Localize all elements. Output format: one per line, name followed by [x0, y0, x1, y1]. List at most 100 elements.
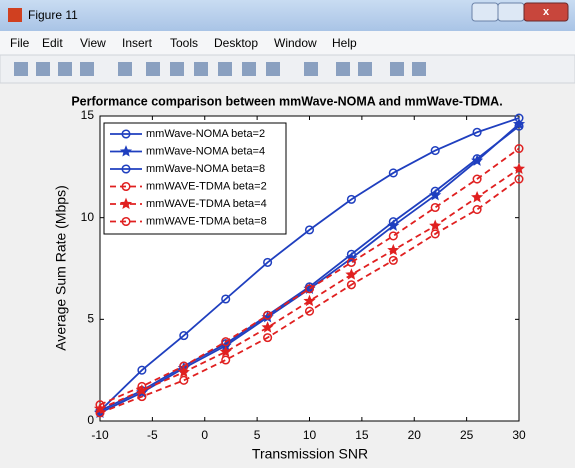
menu-item[interactable]: Insert [122, 36, 153, 50]
marker [137, 365, 147, 375]
marker [471, 190, 484, 203]
marker [472, 127, 482, 137]
toolbar-icons [14, 62, 426, 76]
legend [103, 122, 287, 235]
x-tick-label: 5 [254, 428, 261, 442]
tool-icon[interactable] [80, 62, 94, 76]
marker [263, 257, 273, 267]
marker [472, 174, 482, 184]
tool-icon[interactable] [304, 62, 318, 76]
marker [177, 365, 190, 378]
series-line [99, 117, 520, 412]
legend-label: mmWAVE-TDMA beta=8 [146, 215, 267, 227]
marker [304, 306, 315, 316]
marker [514, 121, 524, 131]
marker [512, 162, 526, 174]
marker [514, 174, 524, 184]
tool-icon[interactable] [118, 62, 132, 76]
legend-marker [121, 164, 131, 174]
tool-icon[interactable] [146, 62, 160, 76]
x-tick-label: 10 [303, 428, 317, 442]
tool-icon[interactable] [242, 62, 256, 76]
tool-icon[interactable] [358, 62, 372, 76]
minimize-button[interactable] [471, 2, 499, 22]
tool-icon[interactable] [412, 62, 426, 76]
x-tick-label: -5 [147, 428, 158, 442]
x-tick-label: -10 [91, 428, 109, 442]
close-icon: x [543, 6, 550, 18]
legend-label: mmWAVE-TDMA beta=4 [146, 198, 267, 210]
tool-icon[interactable] [390, 62, 404, 76]
tool-icon[interactable] [336, 62, 350, 76]
marker [430, 229, 440, 239]
marker [388, 217, 398, 227]
app-icon [8, 8, 22, 22]
marker [179, 375, 189, 385]
marker [221, 355, 231, 365]
x-tick-label: 15 [355, 428, 369, 442]
chart-title: Performance comparison between mmWave-NO… [71, 94, 502, 108]
y-tick-label: 10 [81, 210, 95, 224]
marker [95, 408, 105, 418]
marker [346, 257, 356, 267]
marker [388, 255, 398, 265]
marker [430, 186, 440, 196]
menu-item[interactable]: View [80, 36, 106, 50]
legend-label: mmWave-NOMA beta=2 [146, 128, 265, 140]
tool-icon[interactable] [218, 62, 232, 76]
menu-item[interactable]: Help [332, 36, 357, 50]
tool-icon[interactable] [266, 62, 280, 76]
menu-item[interactable]: File [10, 36, 30, 50]
marker [221, 294, 231, 304]
marker [263, 333, 273, 343]
marker [346, 280, 356, 290]
marker [304, 225, 315, 235]
x-axis-label: Transmission SNR [252, 446, 368, 462]
tool-icon[interactable] [36, 62, 50, 76]
legend-marker [121, 181, 131, 192]
marker [430, 146, 440, 156]
legend-marker [119, 145, 133, 157]
menu-item[interactable]: Window [274, 36, 317, 50]
legend-label: mmWAVE-TDMA beta=2 [146, 180, 267, 192]
legend-marker [121, 216, 131, 227]
y-tick-label: 15 [81, 108, 95, 122]
marker [93, 402, 107, 414]
tool-icon[interactable] [194, 62, 208, 76]
marker [472, 204, 482, 215]
marker [514, 143, 524, 154]
legend-label: mmWave-NOMA beta=4 [146, 145, 265, 157]
marker [388, 231, 398, 241]
maximize-button[interactable] [497, 2, 525, 22]
marker [345, 268, 358, 280]
marker [263, 310, 273, 320]
series-line [99, 125, 520, 412]
x-tick-label: 20 [408, 428, 422, 442]
series-line [99, 178, 520, 414]
menu-item[interactable]: Tools [170, 36, 198, 50]
marker [429, 219, 442, 231]
marker [303, 294, 316, 307]
marker [472, 154, 482, 164]
marker [137, 392, 147, 402]
x-tick-label: 25 [460, 428, 474, 442]
menu-bar [0, 31, 575, 55]
tool-icon[interactable] [170, 62, 184, 76]
marker [219, 345, 232, 357]
y-tick-label: 0 [87, 413, 94, 427]
legend-marker [119, 197, 133, 210]
y-axis-label: Average Sum Rate (Mbps) [53, 185, 69, 350]
marker [387, 243, 400, 256]
y-tick-label: 5 [87, 312, 94, 326]
menu-item[interactable]: Edit [42, 36, 63, 50]
window-title: Figure 11 [28, 8, 78, 22]
toolbar [0, 54, 575, 84]
marker [388, 168, 398, 178]
close-button[interactable] [523, 2, 569, 22]
marker [261, 321, 274, 333]
tool-icon[interactable] [58, 62, 72, 76]
x-tick-label: 30 [512, 428, 526, 442]
tool-icon[interactable] [14, 62, 28, 76]
menu-item[interactable]: Desktop [214, 36, 258, 50]
